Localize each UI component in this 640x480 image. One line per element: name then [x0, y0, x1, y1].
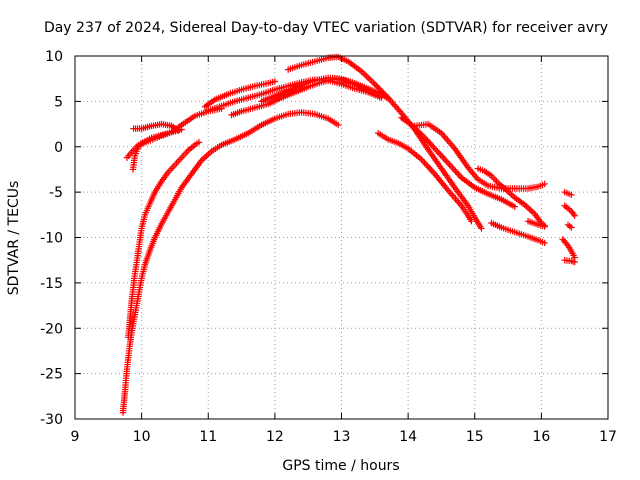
data-point	[376, 85, 383, 92]
data-point	[541, 239, 548, 247]
y-tick-label: -30	[40, 412, 63, 428]
data-point	[541, 223, 548, 230]
data-point	[379, 88, 386, 95]
data-point	[571, 258, 578, 266]
data-point	[195, 139, 203, 146]
data-point	[371, 80, 379, 88]
y-tick-label: -15	[40, 276, 63, 292]
x-tick-label: 9	[71, 429, 80, 445]
data-point	[175, 127, 182, 134]
y-tick-label: -10	[40, 231, 63, 247]
series-track-12	[398, 114, 518, 210]
data-point	[478, 225, 485, 232]
data-point	[380, 90, 387, 97]
data-point	[374, 83, 381, 91]
data-point	[568, 224, 575, 231]
series-track-13	[411, 120, 548, 192]
y-tick-label: -25	[40, 367, 63, 383]
x-tick-label: 15	[466, 429, 484, 445]
series-track-1	[119, 109, 342, 416]
data-point	[383, 93, 390, 100]
data-point	[570, 211, 577, 218]
data-point	[568, 191, 575, 199]
y-tick-label: 10	[45, 49, 63, 65]
y-tick-label: 5	[54, 94, 63, 110]
series-track-19	[564, 221, 575, 231]
data-point	[373, 82, 380, 89]
data-points	[119, 53, 578, 416]
data-point	[381, 91, 389, 98]
data-point	[271, 78, 279, 85]
series-track-2	[125, 139, 203, 341]
series-track-17	[561, 188, 575, 199]
series-track-11	[374, 129, 475, 225]
series-track-6	[201, 78, 279, 111]
data-point	[468, 217, 475, 225]
x-tick-label: 13	[333, 429, 351, 445]
series-track-5	[130, 120, 182, 134]
x-tick-label: 11	[199, 429, 217, 445]
data-point	[541, 180, 548, 188]
x-axis-label: GPS time / hours	[282, 458, 399, 474]
series-track-15	[488, 219, 548, 247]
x-tick-label: 17	[599, 429, 617, 445]
x-tick-label: 14	[399, 429, 417, 445]
x-tick-label: 16	[532, 429, 550, 445]
x-axis: 9 10 11 12 13 14 15 16 17	[71, 56, 617, 445]
data-point	[511, 203, 518, 210]
series-track-21	[561, 256, 578, 266]
x-tick-label: 10	[133, 429, 151, 445]
series-track-18	[561, 202, 578, 219]
y-tick-label: -5	[49, 185, 63, 201]
data-point	[377, 86, 384, 94]
chart-title: Day 237 of 2024, Sidereal Day-to-day VTE…	[44, 20, 608, 36]
x-tick-label: 12	[266, 429, 284, 445]
y-axis: -30 -25 -20 -15 -10 -5 0 5 10	[40, 49, 608, 428]
y-tick-label: 0	[54, 140, 63, 156]
series-track-20	[559, 236, 578, 261]
y-axis-label: SDTVAR / TECUs	[6, 181, 22, 296]
data-point	[571, 212, 578, 219]
y-tick-label: -20	[40, 321, 63, 337]
series-track-16	[524, 217, 548, 230]
data-point	[334, 121, 342, 129]
